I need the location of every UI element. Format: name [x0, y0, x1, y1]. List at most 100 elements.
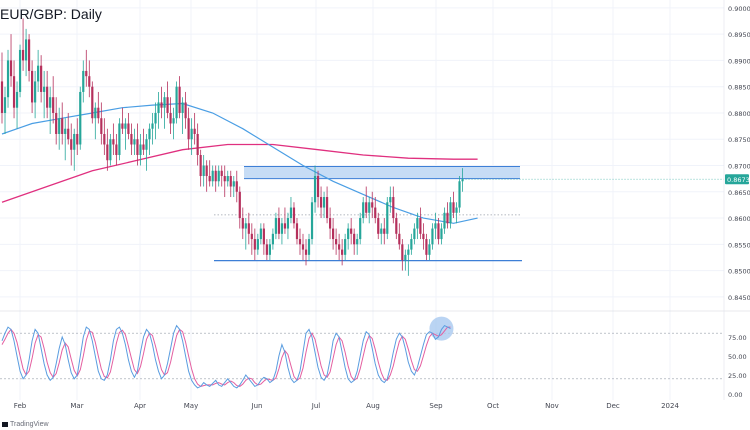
candle-body	[277, 218, 281, 234]
stoch-tick-label: 75.00	[728, 334, 747, 342]
candle-body	[70, 139, 73, 150]
candle-body	[443, 212, 446, 229]
candle-body	[139, 144, 142, 155]
candle-body	[289, 207, 293, 219]
candle-body	[422, 233, 425, 240]
candle-body	[64, 128, 67, 134]
candle-body	[205, 165, 208, 177]
candle-body	[271, 233, 274, 245]
candle-body	[404, 254, 407, 261]
candle-body	[118, 123, 121, 155]
candle-body	[434, 223, 437, 229]
candle-body	[121, 123, 124, 129]
candle-body	[401, 244, 404, 261]
candle-body	[214, 170, 217, 182]
candle-body	[175, 86, 178, 119]
candle-body	[347, 228, 350, 240]
candle-body	[115, 144, 118, 155]
x-tick-label: May	[184, 402, 198, 410]
candle-body	[365, 202, 368, 213]
candle-body	[253, 239, 256, 250]
candle-body	[325, 197, 329, 219]
last-price-label: 0.86739	[727, 176, 750, 184]
candle-body	[172, 118, 175, 124]
candle-body	[440, 228, 443, 240]
candle-body	[419, 218, 422, 234]
candle-body	[280, 223, 284, 234]
candle-body	[0, 81, 4, 113]
candle-body	[250, 233, 253, 240]
candle-body	[383, 228, 386, 234]
candle-body	[298, 239, 302, 245]
candle-body	[431, 228, 434, 245]
candle-body	[292, 207, 296, 224]
stoch-d-line	[1, 326, 451, 387]
candle-body	[190, 128, 193, 140]
candle-body	[262, 228, 265, 245]
x-tick-label: Dec	[606, 402, 620, 410]
candle-body	[130, 133, 133, 145]
candle-body	[49, 97, 52, 108]
candle-body	[428, 244, 431, 255]
candle-body	[163, 97, 166, 108]
candle-body	[368, 202, 371, 213]
stoch-tick-label: 25.00	[728, 372, 747, 380]
candle-body	[27, 39, 31, 71]
candle-body	[377, 218, 380, 234]
candle-body	[458, 181, 461, 208]
candle-body	[301, 244, 305, 250]
x-tick-label: Feb	[14, 402, 27, 410]
candle-body	[338, 244, 341, 250]
candle-body	[259, 228, 262, 240]
candle-body	[232, 181, 235, 187]
candle-body	[217, 170, 220, 182]
candle-body	[61, 118, 64, 134]
candle-body	[344, 239, 347, 255]
candle-body	[145, 139, 148, 150]
candle-body	[52, 97, 55, 113]
candle-body	[67, 128, 70, 140]
candle-body	[106, 144, 109, 161]
candle-body	[295, 223, 299, 240]
candle-body	[85, 70, 88, 77]
candle-body	[374, 207, 377, 219]
candle-body	[407, 249, 410, 255]
tradingview-label: TradingView	[10, 421, 49, 428]
tradingview-watermark: TradingView	[2, 421, 49, 428]
candle-body	[437, 223, 440, 240]
x-tick-label: Nov	[545, 402, 559, 410]
candle-body	[142, 144, 145, 150]
candle-body	[82, 70, 85, 92]
candle-body	[21, 49, 25, 61]
candle-body	[202, 165, 205, 177]
candle-body	[94, 107, 97, 119]
candle-body	[247, 223, 250, 234]
candle-body	[341, 249, 344, 255]
slow-moving-average	[1, 143, 478, 203]
candle-body	[416, 218, 419, 229]
candle-body	[350, 228, 353, 234]
candle-body	[154, 112, 157, 124]
candle-body	[310, 202, 314, 240]
candle-body	[208, 176, 211, 182]
candle-body	[425, 239, 428, 255]
candle-body	[371, 202, 374, 208]
x-tick-label: Oct	[487, 402, 499, 410]
candle-body	[73, 133, 76, 150]
candle-body	[97, 107, 100, 119]
x-tick-label: Jun	[251, 402, 263, 410]
candle-body	[148, 128, 151, 140]
candle-body	[160, 102, 163, 108]
candle-body	[265, 244, 268, 255]
candle-body	[181, 102, 184, 113]
candle-body	[124, 123, 127, 129]
candle-body	[211, 170, 214, 182]
candle-body	[452, 202, 455, 213]
